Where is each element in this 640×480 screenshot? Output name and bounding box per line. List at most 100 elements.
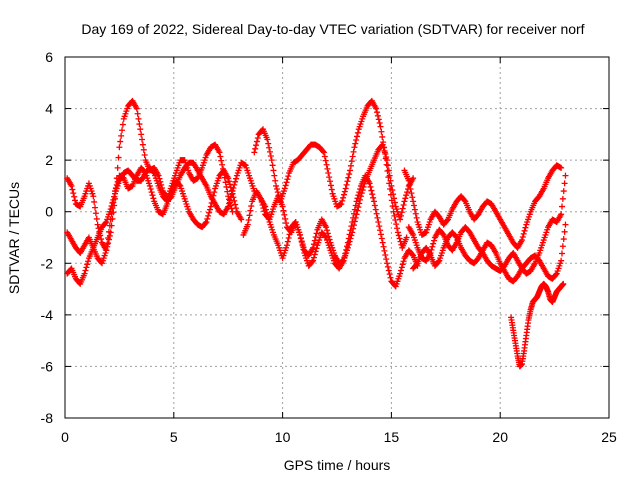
data-point bbox=[228, 191, 235, 198]
data-point bbox=[324, 230, 331, 237]
data-point bbox=[117, 138, 124, 145]
data-point bbox=[271, 172, 278, 179]
data-point bbox=[397, 270, 404, 277]
data-point bbox=[254, 134, 261, 141]
y-tick-label: -2 bbox=[41, 255, 54, 271]
data-point bbox=[338, 200, 345, 207]
data-point bbox=[286, 231, 293, 238]
data-point bbox=[248, 203, 255, 210]
data-point bbox=[348, 158, 355, 165]
data-point bbox=[343, 181, 350, 188]
data-point bbox=[349, 153, 356, 160]
data-point bbox=[273, 186, 280, 193]
data-point bbox=[353, 137, 360, 144]
data-point bbox=[406, 181, 413, 188]
data-point bbox=[244, 221, 251, 228]
data-point bbox=[322, 157, 329, 164]
data-point bbox=[385, 267, 392, 274]
data-point bbox=[388, 182, 395, 189]
data-point bbox=[405, 177, 412, 184]
data-point bbox=[408, 190, 415, 197]
data-point bbox=[350, 148, 357, 155]
data-point bbox=[559, 243, 566, 250]
data-point bbox=[246, 212, 253, 219]
data-point bbox=[559, 195, 566, 202]
data-point bbox=[376, 120, 383, 127]
data-point bbox=[383, 256, 390, 263]
data-point bbox=[284, 238, 291, 245]
y-tick-label: 4 bbox=[45, 101, 53, 117]
data-point bbox=[374, 214, 381, 221]
data-point bbox=[105, 228, 112, 235]
data-point bbox=[385, 167, 392, 174]
data-point bbox=[268, 157, 275, 164]
data-point bbox=[85, 258, 92, 265]
data-point bbox=[391, 212, 398, 219]
data-point bbox=[355, 192, 362, 199]
data-point bbox=[137, 126, 144, 133]
data-point bbox=[72, 197, 79, 204]
data-point bbox=[225, 175, 232, 182]
data-point bbox=[71, 193, 78, 200]
data-point bbox=[411, 206, 418, 213]
data-point bbox=[328, 186, 335, 193]
data-point bbox=[108, 203, 115, 210]
data-point bbox=[322, 233, 329, 240]
data-point bbox=[310, 241, 317, 248]
data-point bbox=[139, 141, 146, 148]
data-point bbox=[342, 250, 349, 257]
data-point bbox=[379, 239, 386, 246]
data-point bbox=[94, 221, 101, 228]
data-point bbox=[558, 164, 565, 171]
data-point bbox=[282, 215, 289, 222]
data-point bbox=[520, 230, 527, 237]
data-point bbox=[352, 202, 359, 209]
data-point bbox=[118, 132, 125, 139]
data-point bbox=[92, 204, 99, 211]
data-point bbox=[283, 179, 290, 186]
data-point bbox=[371, 202, 378, 209]
data-point bbox=[560, 236, 567, 243]
data-point bbox=[70, 190, 77, 197]
data-point bbox=[149, 192, 156, 199]
y-tick-label: 2 bbox=[45, 152, 53, 168]
data-point bbox=[393, 221, 400, 228]
data-point bbox=[435, 258, 442, 265]
data-point bbox=[401, 198, 408, 205]
axis-ticks bbox=[64, 56, 610, 419]
data-point bbox=[83, 264, 90, 271]
data-point bbox=[84, 261, 91, 268]
data-point bbox=[103, 247, 110, 254]
data-point bbox=[407, 186, 414, 193]
data-point bbox=[109, 199, 116, 206]
data-point bbox=[522, 224, 529, 231]
data-point bbox=[206, 209, 213, 216]
data-point bbox=[351, 206, 358, 213]
data-point bbox=[377, 123, 384, 130]
series-track-1 bbox=[64, 97, 236, 254]
data-point bbox=[384, 260, 391, 267]
data-point bbox=[383, 154, 390, 161]
x-tick-label: 25 bbox=[601, 429, 617, 445]
data-point bbox=[561, 180, 568, 187]
data-point bbox=[309, 258, 316, 265]
data-point bbox=[297, 231, 304, 238]
data-point bbox=[282, 182, 289, 189]
data-point bbox=[263, 209, 270, 216]
data-point bbox=[245, 216, 252, 223]
data-point bbox=[217, 153, 224, 160]
data-point bbox=[232, 201, 239, 208]
data-point bbox=[265, 215, 272, 222]
data-point bbox=[345, 174, 352, 181]
data-points bbox=[64, 97, 569, 370]
data-point bbox=[202, 220, 209, 227]
data-point bbox=[323, 227, 330, 234]
data-point bbox=[231, 181, 238, 188]
data-point bbox=[340, 194, 347, 201]
data-point bbox=[368, 187, 375, 194]
data-point bbox=[251, 149, 258, 156]
data-point bbox=[341, 188, 348, 195]
chart-title: Day 169 of 2022, Sidereal Day-to-day VTE… bbox=[81, 21, 584, 37]
data-point bbox=[344, 239, 351, 246]
data-point bbox=[115, 154, 122, 161]
